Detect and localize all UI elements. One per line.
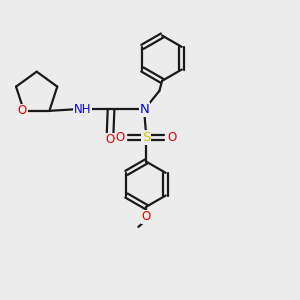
Text: S: S (142, 131, 150, 144)
Text: O: O (105, 134, 115, 146)
Text: O: O (18, 104, 27, 117)
Text: O: O (116, 131, 125, 144)
Text: O: O (141, 210, 151, 224)
Text: N: N (140, 103, 149, 116)
Text: O: O (167, 131, 176, 144)
Text: NH: NH (74, 103, 92, 116)
